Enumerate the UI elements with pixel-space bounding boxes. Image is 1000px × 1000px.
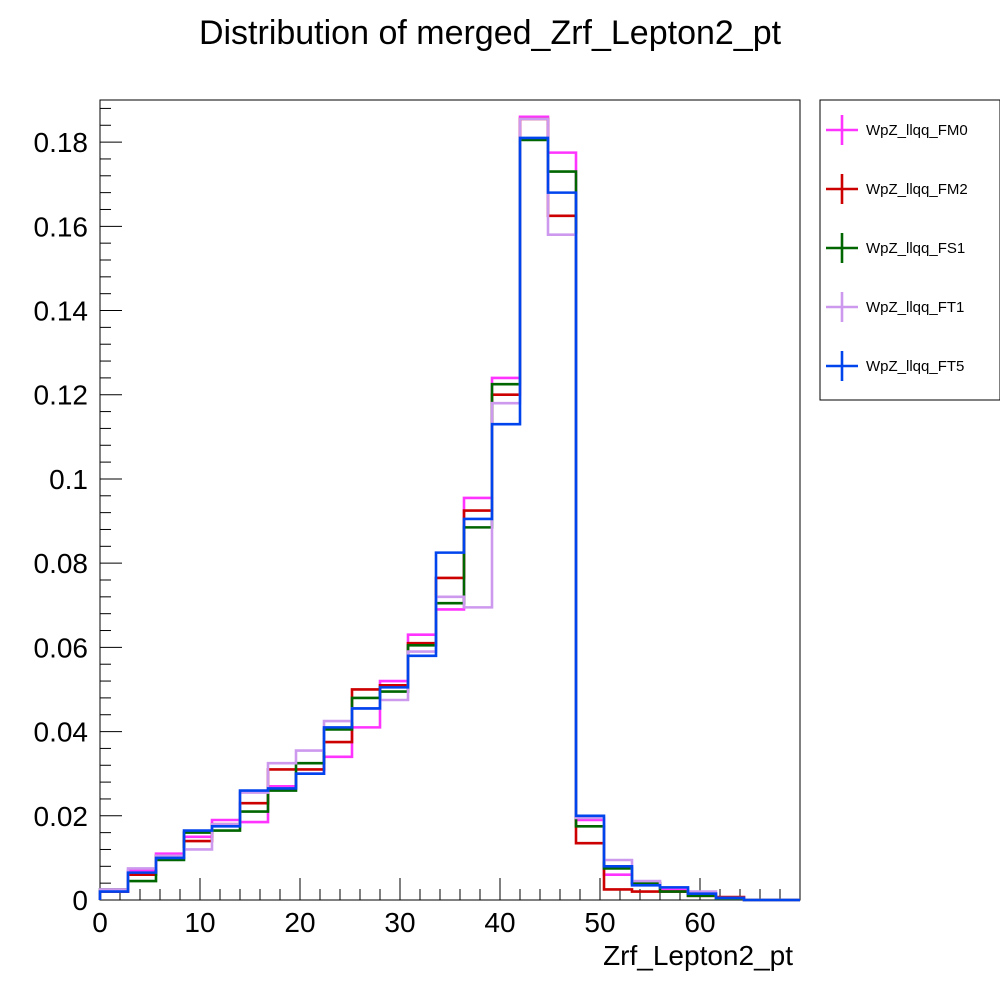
- legend-label: WpZ_llqq_FM0: [866, 122, 968, 139]
- x-tick-label: 20: [284, 907, 315, 938]
- legend-label: WpZ_llqq_FM2: [866, 181, 968, 198]
- y-tick-label: 0.14: [34, 296, 89, 327]
- legend-label: WpZ_llqq_FT5: [866, 358, 964, 375]
- y-tick-label: 0.12: [34, 380, 89, 411]
- series-WpZ_llqq_FT5: [98, 136, 800, 902]
- histogram-series: [98, 115, 800, 902]
- legend-item: WpZ_llqq_FT5: [826, 351, 964, 381]
- y-tick-label: 0: [72, 885, 88, 916]
- chart-title: Distribution of merged_Zrf_Lepton2_pt: [199, 14, 782, 52]
- x-tick-label: 10: [184, 907, 215, 938]
- legend-box: [819, 99, 1000, 401]
- y-tick-label: 0.1: [49, 464, 88, 495]
- y-tick-label: 0.08: [34, 548, 89, 579]
- legend-item: WpZ_llqq_FS1: [826, 233, 965, 263]
- axis-ticks: [99, 107, 801, 901]
- legend: WpZ_llqq_FM0 WpZ_llqq_FM2 WpZ_llqq_FS1 WpZ_…: [826, 115, 968, 381]
- y-tick-label: 0.18: [34, 127, 89, 158]
- x-tick-label: 30: [384, 907, 415, 938]
- legend-item: WpZ_llqq_FT1: [826, 292, 964, 322]
- tick-labels: 0 10 20 30 40 50 60 0 0.02 0.04 0.06 0.08 0.1 0.12 0.1…: [34, 127, 716, 938]
- x-tick-label: 40: [484, 907, 515, 938]
- legend-item: WpZ_llqq_FM2: [826, 174, 968, 204]
- x-tick-label: 60: [684, 907, 715, 938]
- x-axis-label: Zrf_Lepton2_pt: [603, 940, 793, 971]
- x-tick-label: 0: [92, 907, 108, 938]
- legend-label: WpZ_llqq_FS1: [866, 240, 965, 257]
- y-tick-label: 0.04: [34, 717, 89, 748]
- legend-item: WpZ_llqq_FM0: [826, 115, 968, 145]
- x-tick-label: 50: [584, 907, 615, 938]
- plot-frame: [99, 99, 801, 901]
- y-tick-label: 0.02: [34, 801, 89, 832]
- legend-label: WpZ_llqq_FT1: [866, 299, 964, 316]
- y-tick-label: 0.06: [34, 632, 89, 663]
- y-tick-label: 0.16: [34, 211, 89, 242]
